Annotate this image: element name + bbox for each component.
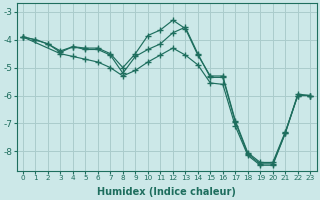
X-axis label: Humidex (Indice chaleur): Humidex (Indice chaleur) [97,187,236,197]
